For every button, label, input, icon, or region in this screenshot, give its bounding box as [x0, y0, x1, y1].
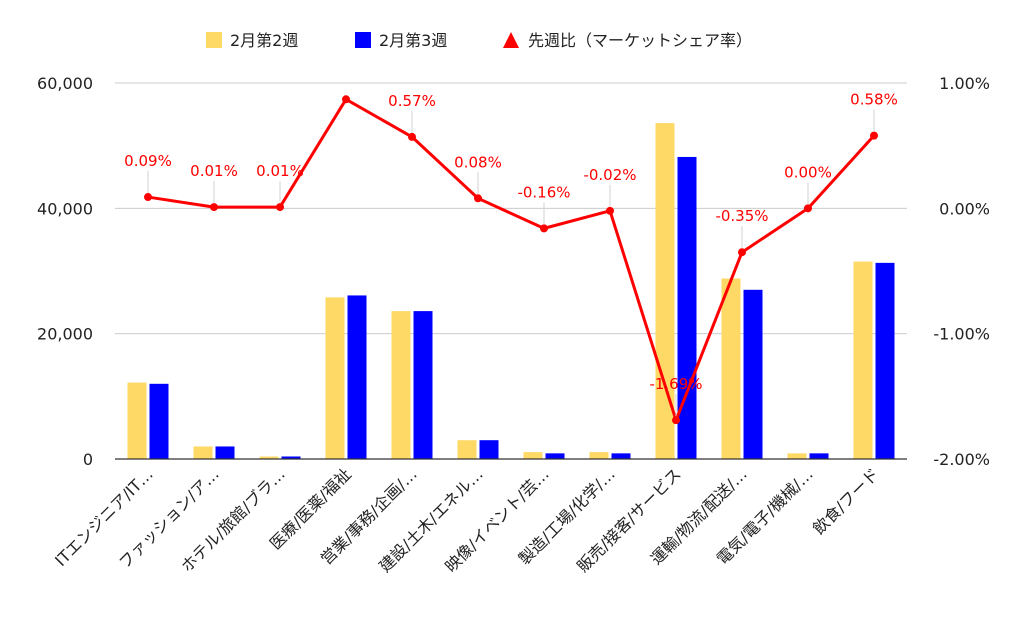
- bar-2: [809, 453, 829, 459]
- left-axis-tick-labels: 0 20,000 40,000 60,000: [37, 74, 93, 469]
- bar-1: [325, 297, 345, 459]
- line-point: [672, 416, 680, 425]
- left-axis-tick-label: 60,000: [37, 74, 93, 93]
- data-label: 0.57%: [388, 92, 436, 110]
- legend-label-series-1: 2月第2週: [230, 31, 298, 50]
- data-label: -0.16%: [517, 183, 570, 201]
- bar-1: [523, 452, 543, 459]
- bar-1: [457, 440, 477, 459]
- category-label: 飲食/フード: [809, 464, 883, 538]
- bar-2: [347, 295, 367, 459]
- bar-1: [721, 278, 741, 459]
- legend-label-series-3: 先週比（マーケットシェア率）: [528, 31, 752, 50]
- data-label: 0.00%: [784, 163, 832, 181]
- data-label: 0.58%: [850, 91, 898, 109]
- bar-2: [743, 289, 763, 459]
- line-point: [738, 248, 746, 257]
- line-point: [474, 194, 482, 203]
- data-label: -0.02%: [583, 166, 636, 184]
- line-point: [210, 203, 218, 212]
- bar-2: [215, 446, 235, 459]
- right-axis-tick-label: 1.00%: [939, 74, 990, 93]
- left-axis-tick-label: 0: [83, 450, 93, 469]
- right-axis-tick-labels: -2.00% -1.00% 0.00% 1.00%: [933, 74, 990, 469]
- data-label: -0.35%: [715, 207, 768, 225]
- line-point: [870, 131, 878, 140]
- bar-1: [127, 382, 147, 459]
- line-point: [408, 132, 416, 141]
- legend: 2月第2週 2月第3週 先週比（マーケットシェア率）: [206, 31, 752, 50]
- bar-2: [413, 311, 433, 459]
- right-axis-tick-label: 0.00%: [939, 199, 990, 218]
- right-axis-tick-label: -1.00%: [933, 325, 990, 344]
- bar-1: [787, 453, 807, 459]
- series-line: [147, 97, 876, 422]
- line-data-labels: 0.09% 0.01% 0.01% 0.57% 0.08% -0.16% -0.02% -1.…: [124, 91, 898, 417]
- x-axis-category-labels: ITエンジニア/IT…ファッション/ア…ホテル/旅館/ブラ…医療/医薬/福祉営業…: [51, 464, 883, 576]
- legend-swatch-series-2: [355, 32, 371, 48]
- data-label: 0.01%: [190, 162, 238, 180]
- legend-marker-series-3: [503, 32, 519, 48]
- bar-1: [259, 456, 279, 459]
- line-point: [606, 206, 614, 215]
- legend-label-series-2: 2月第3週: [379, 31, 447, 50]
- line-point: [540, 224, 548, 233]
- bar-2: [545, 453, 565, 459]
- right-axis-tick-label: -2.00%: [933, 450, 990, 469]
- bar-2: [149, 383, 169, 459]
- bar-1: [193, 446, 213, 459]
- data-label: 0.09%: [124, 152, 172, 170]
- bar-1: [391, 311, 411, 459]
- line-point: [276, 203, 284, 212]
- data-label: 0.01%: [256, 162, 304, 180]
- left-axis-tick-label: 20,000: [37, 325, 93, 344]
- bar-2: [611, 453, 631, 459]
- line-point: [804, 204, 812, 213]
- data-label: 0.08%: [454, 153, 502, 171]
- line-point: [342, 95, 350, 104]
- data-label: -1.69%: [649, 375, 702, 393]
- bar-1: [589, 452, 609, 459]
- legend-swatch-series-1: [206, 32, 222, 48]
- bar-2: [281, 456, 301, 459]
- left-axis-tick-label: 40,000: [37, 199, 93, 218]
- share-ratio-line: [144, 95, 878, 425]
- bar-1: [853, 261, 873, 459]
- line-point: [144, 193, 152, 202]
- bar-2: [677, 156, 697, 460]
- bar-2: [875, 262, 895, 459]
- bars: [127, 123, 895, 460]
- bar-2: [479, 440, 499, 459]
